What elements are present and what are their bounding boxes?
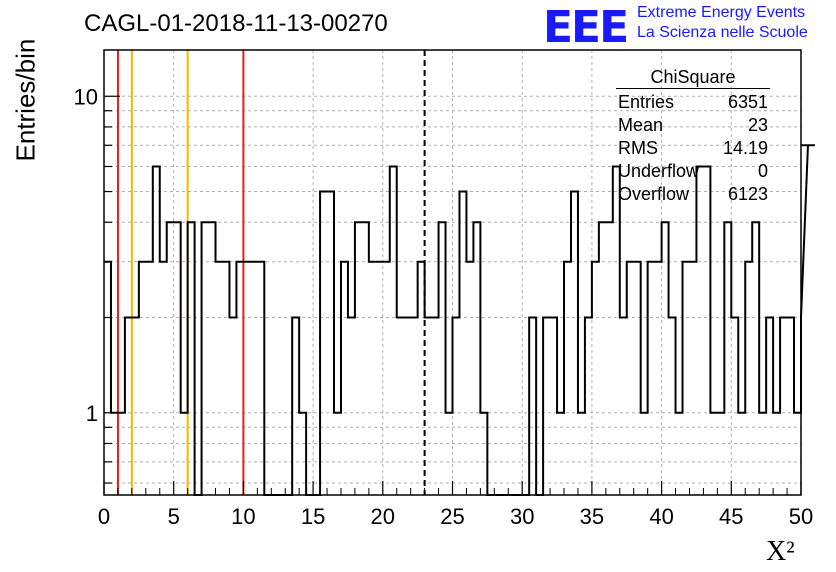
stats-row-entries: Entries 6351 (610, 91, 776, 114)
stats-box: ChiSquare Entries 6351 Mean 23 RMS 14.19 Un… (610, 66, 776, 206)
logo-line-1: Extreme Energy Events (637, 4, 806, 21)
y-tick-label: 1 (86, 401, 98, 426)
x-tick-label: 0 (98, 504, 110, 529)
stats-title: ChiSquare (616, 66, 770, 89)
x-tick-label: 25 (440, 504, 464, 529)
x-tick-label: 15 (301, 504, 325, 529)
stats-label: Underflow (618, 161, 700, 181)
stats-row-mean: Mean 23 (610, 114, 776, 137)
stats-value: 6351 (727, 92, 768, 112)
histogram-outline (104, 144, 815, 496)
stats-row-underflow: Underflow 0 (610, 160, 776, 183)
axis-ticks: 0 5 10 15 20 25 30 35 40 45 50 1 10 (74, 84, 814, 529)
stats-label: RMS (618, 138, 658, 158)
x-axis-label: X² (766, 536, 795, 567)
stats-row-overflow: Overflow 6123 (610, 183, 776, 206)
x-tick-label: 20 (371, 504, 395, 529)
x-tick-label: 40 (649, 504, 673, 529)
y-tick-label: 10 (74, 84, 98, 109)
stats-label: Entries (618, 92, 675, 112)
stats-value: 14.19 (722, 138, 768, 158)
y-axis-label: Entries/bin (10, 38, 41, 162)
threshold-markers (116, 50, 426, 495)
stats-value: 23 (747, 115, 768, 135)
x-tick-label: 45 (719, 504, 743, 529)
x-tick-label: 50 (789, 504, 813, 529)
stats-row-rms: RMS 14.19 (610, 137, 776, 160)
x-tick-label: 10 (231, 504, 255, 529)
x-tick-label: 5 (168, 504, 180, 529)
plot-frame (103, 49, 802, 496)
stats-value: 0 (757, 161, 768, 181)
stats-label: Mean (618, 115, 664, 135)
stats-label: Overflow (618, 184, 690, 204)
stats-value: 6123 (727, 184, 768, 204)
x-tick-label: 30 (510, 504, 534, 529)
x-tick-label: 35 (580, 504, 604, 529)
logo-line-2: La Scienza nelle Scuole (637, 24, 808, 41)
chart-title: CAGL-01-2018-11-13-00270 (84, 10, 388, 37)
eee-logo: EEE (543, 2, 629, 53)
